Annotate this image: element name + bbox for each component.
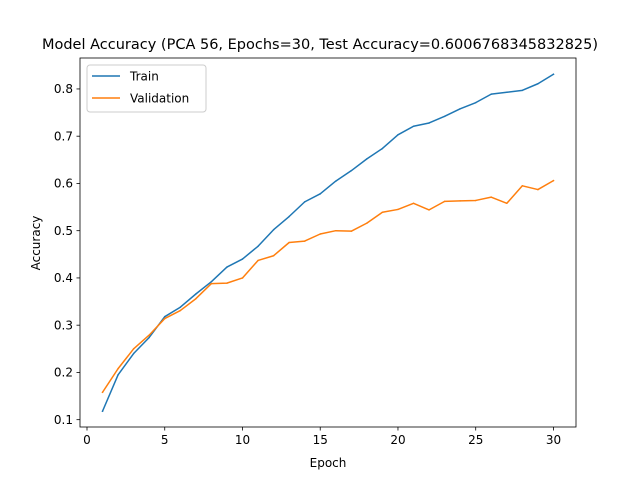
data-point-train [288, 215, 290, 218]
x-tick-label: 10 [235, 433, 250, 447]
data-point-validation [210, 282, 213, 285]
x-axis-label: Epoch [310, 456, 347, 470]
data-point-train [428, 122, 430, 124]
data-point-train [163, 315, 166, 318]
data-point-train [179, 306, 182, 308]
data-point-train [335, 180, 337, 182]
data-point-validation [148, 334, 150, 336]
data-point-train [272, 228, 275, 231]
y-tick-label: 0.6 [54, 177, 73, 191]
data-point-train [350, 169, 353, 172]
x-tick-label: 25 [468, 433, 483, 447]
series-line-train [101, 73, 555, 413]
data-point-validation [443, 200, 446, 203]
data-point-train [443, 115, 446, 118]
legend-label-train: Train [129, 69, 159, 83]
data-point-validation [117, 367, 119, 370]
data-point-validation [195, 297, 197, 300]
data-point-validation [241, 277, 244, 279]
data-point-train [303, 201, 306, 203]
plot-area: 0 5 10 15 20 25 30 0.1 0.2 0.3 0.4 0.5 0.6 0.7 0.8 Trai… [54, 57, 577, 447]
data-point-validation [335, 229, 337, 232]
data-point-validation [474, 199, 477, 202]
data-point-validation [537, 188, 539, 191]
data-point-train [521, 89, 524, 92]
data-point-train [117, 374, 119, 376]
y-tick-label: 0.3 [54, 318, 73, 332]
data-point-validation [179, 309, 182, 312]
data-point-train [195, 293, 197, 295]
data-point-train [459, 108, 461, 110]
data-point-validation [397, 208, 399, 211]
data-point-validation [381, 211, 384, 214]
data-point-train [366, 158, 368, 160]
data-point-validation [303, 240, 306, 242]
series-line-validation [101, 179, 555, 394]
data-point-validation [490, 196, 493, 198]
data-point-validation [459, 200, 461, 202]
data-point-train [132, 352, 135, 355]
chart-title: Model Accuracy (PCA 56, Epochs=30, Test … [42, 37, 598, 53]
data-point-train [397, 134, 399, 136]
y-tick-label: 0.2 [54, 366, 73, 380]
x-tick-label: 30 [546, 433, 561, 447]
legend-label-validation: Validation [130, 91, 189, 105]
data-point-train [257, 245, 259, 248]
data-point-validation [506, 202, 508, 205]
y-tick-label: 0.7 [54, 129, 73, 143]
data-point-train [101, 410, 104, 412]
data-point-validation [428, 209, 430, 211]
data-point-validation [288, 241, 290, 244]
data-point-train [210, 280, 213, 283]
y-tick-label: 0.5 [54, 224, 73, 238]
data-point-train [552, 73, 555, 76]
data-point-train [319, 193, 321, 195]
data-point-validation [412, 202, 415, 205]
x-tick-label: 0 [83, 433, 91, 447]
x-tick-label: 15 [313, 433, 328, 447]
axes-frame [79, 57, 577, 428]
data-point-train [537, 83, 539, 85]
data-point-train [474, 101, 477, 104]
data-point-validation [521, 185, 524, 187]
data-point-validation [366, 222, 368, 224]
legend: Train Validation [86, 64, 207, 113]
data-point-train [490, 93, 493, 95]
data-point-validation [101, 391, 104, 394]
data-point-validation [257, 259, 259, 262]
data-point-validation [226, 282, 228, 284]
data-point-train [148, 336, 150, 339]
data-point-validation [552, 179, 555, 182]
data-point-validation [132, 348, 135, 350]
data-point-train [506, 91, 508, 93]
y-tick-label: 0.4 [54, 271, 73, 285]
x-tick-label: 20 [390, 433, 405, 447]
data-point-validation [350, 230, 353, 232]
data-point-train [226, 266, 228, 268]
x-tick-label: 5 [161, 433, 169, 447]
y-axis-label: Accuracy [29, 216, 43, 271]
data-point-validation [163, 317, 166, 320]
y-tick-label: 0.1 [54, 413, 73, 427]
y-tick-label: 0.8 [54, 82, 73, 96]
data-point-train [241, 258, 244, 260]
data-point-validation [319, 233, 321, 235]
data-point-validation [272, 254, 275, 257]
data-point-train [381, 147, 384, 150]
data-point-train [412, 125, 415, 128]
